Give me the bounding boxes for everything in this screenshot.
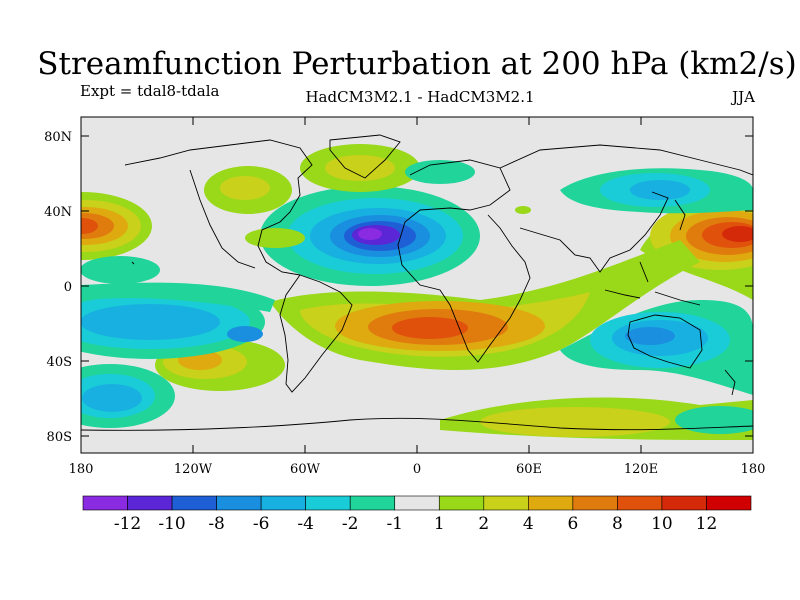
contour-greenland-pos-2 — [325, 155, 395, 181]
colorbar-label: 6 — [567, 514, 578, 534]
chart-title: Streamfunction Perturbation at 200 hPa (… — [37, 46, 797, 82]
colorbar-label: 10 — [651, 514, 673, 534]
coast-hawaii — [131, 261, 135, 265]
colorbar-swatch — [216, 495, 262, 511]
coast-new-zealand — [724, 369, 736, 396]
colorbar-swatch — [438, 495, 485, 511]
coast-asia-south — [519, 191, 669, 273]
colorbar-swatch — [661, 495, 707, 511]
contour-europe-neg — [405, 160, 475, 184]
colorbar-label: -8 — [208, 514, 225, 534]
colorbar-label: -12 — [114, 514, 141, 534]
contour-mideast-pos — [515, 206, 531, 214]
colorbar-label: -4 — [297, 514, 314, 534]
contour-socean-neg-3 — [82, 384, 142, 412]
y-tick-labels: 80N 40N 0 40S 80S — [44, 130, 72, 445]
contour-safrica-pos-5 — [392, 317, 468, 339]
coast-north-america-west — [189, 169, 256, 269]
experiment-label: Expt = tdal8-tdala — [80, 82, 220, 100]
colorbar-swatch — [706, 495, 752, 511]
contour-atlantic-neg-7 — [358, 228, 382, 240]
x-tick-label: 60E — [516, 462, 542, 477]
colorbar-label: -1 — [386, 514, 403, 534]
coast-north-america — [124, 139, 313, 276]
coast-japan — [674, 199, 686, 231]
colorbar-swatch — [171, 495, 217, 511]
contour-spac-neg-3 — [81, 304, 220, 340]
coastlines — [81, 134, 753, 431]
contour-spac-neg-4 — [227, 326, 263, 342]
contour-wpac-pos-6 — [722, 226, 753, 242]
coast-australia — [627, 314, 703, 369]
colorbar-label: -2 — [342, 514, 359, 534]
tick-marks — [80, 117, 754, 453]
colorbar-label: 2 — [478, 514, 489, 534]
colorbar-swatch — [483, 495, 529, 511]
x-tick-label: 120W — [174, 462, 213, 477]
season-label: JJA — [732, 88, 755, 106]
colorbar-swatch — [394, 495, 440, 511]
x-tick-label: 180 — [69, 462, 94, 477]
contour-field — [81, 144, 753, 440]
y-tick-label: 40S — [47, 355, 72, 370]
y-tick-label: 0 — [64, 280, 72, 295]
colorbar-label: 8 — [612, 514, 623, 534]
contour-tropical-neg — [81, 282, 275, 312]
x-tick-label: 0 — [413, 462, 421, 477]
contour-east-edge-neg — [675, 406, 753, 434]
y-tick-label: 80S — [47, 430, 72, 445]
colorbar-swatch — [127, 495, 173, 511]
contour-dateline-pos-5 — [81, 218, 98, 234]
x-tick-label: 180 — [741, 462, 766, 477]
coast-europe-africa — [397, 159, 531, 363]
y-tick-label: 80N — [44, 130, 72, 145]
contour-epac-neg — [81, 256, 160, 284]
model-label: HadCM3M2.1 - HadCM3M2.1 — [305, 88, 535, 106]
colorbar-swatch — [617, 495, 663, 511]
colorbar-label: -10 — [158, 514, 185, 534]
contour-southern-band-pos-2 — [480, 407, 670, 437]
colorbar-labels: -12 -10 -8 -6 -4 -2 -1 1 2 4 6 8 10 12 — [114, 514, 717, 534]
x-tick-labels: 180 120W 60W 0 60E 120E 180 — [69, 462, 766, 477]
x-tick-label: 120E — [624, 462, 658, 477]
contour-canada-pos-2 — [220, 176, 270, 200]
colorbar — [82, 495, 752, 511]
colorbar-swatch — [82, 495, 128, 511]
contour-australia-neg-4 — [625, 327, 675, 345]
colorbar-swatch — [528, 495, 574, 511]
colorbar-swatch — [349, 495, 396, 511]
coast-maritime-continent — [604, 261, 701, 306]
coast-south-america — [279, 274, 353, 393]
colorbar-swatch — [305, 495, 351, 511]
contour-npac-neg-3 — [630, 180, 690, 200]
coast-asia-north — [499, 144, 753, 176]
colorbar-label: 12 — [696, 514, 718, 534]
colorbar-label: 4 — [523, 514, 534, 534]
x-tick-label: 60W — [290, 462, 321, 477]
coast-greenland — [329, 134, 401, 179]
colorbar-swatch — [572, 495, 618, 511]
colorbar-label: 1 — [434, 514, 445, 534]
y-tick-label: 40N — [44, 205, 72, 220]
colorbar-label: -6 — [253, 514, 270, 534]
contour-us-pos — [245, 228, 305, 248]
coast-antarctica — [81, 417, 753, 431]
colorbar-swatch — [260, 495, 306, 511]
